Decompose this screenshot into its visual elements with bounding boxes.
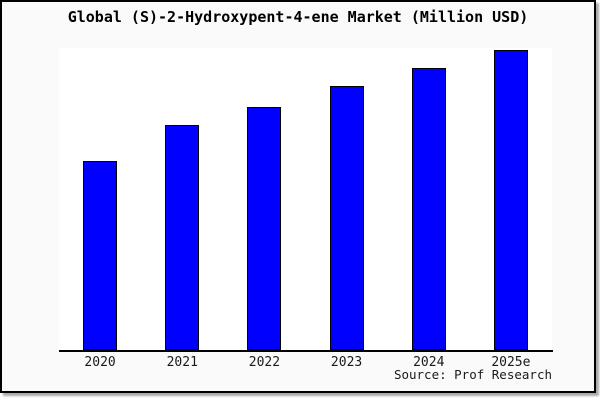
x-axis-line [59,350,553,352]
bar-2021 [165,124,200,350]
x-tick-label-2021: 2021 [166,355,198,370]
plot-area [59,48,552,350]
chart-title: Global (S)-2-Hydroxypent-4-ene Market (M… [67,8,529,26]
x-tick-label-2025e: 2025e [491,355,531,370]
bar-2024 [411,67,446,350]
source-note: Source: Prof Research [393,367,552,382]
bar-2020 [83,160,118,350]
x-tick-label-2024: 2024 [413,355,445,370]
bar-2023 [329,85,364,350]
x-tick-label-2020: 2020 [84,355,116,370]
x-tick-label-2022: 2022 [248,355,281,370]
bar-2025e [493,49,528,350]
bar-2022 [247,106,282,350]
x-tick-label-2023: 2023 [330,355,363,370]
